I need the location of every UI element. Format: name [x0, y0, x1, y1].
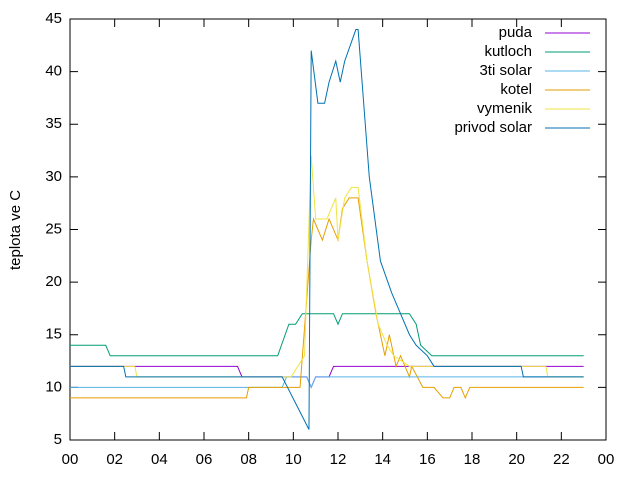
- x-tick-label: 08: [240, 451, 257, 468]
- x-tick-label: 02: [106, 451, 123, 468]
- x-tick-label: 06: [196, 451, 213, 468]
- y-tick-label: 25: [45, 220, 62, 237]
- series-line: [70, 155, 584, 378]
- legend-label: 3ti solar: [479, 62, 532, 79]
- series-line: [70, 29, 584, 430]
- x-tick-label: 10: [285, 451, 302, 468]
- y-tick-label: 45: [45, 10, 62, 27]
- y-tick-label: 35: [45, 115, 62, 132]
- y-tick-label: 40: [45, 63, 62, 80]
- legend-label: privod solar: [454, 119, 532, 136]
- x-tick-label: 20: [508, 451, 525, 468]
- x-tick-label: 22: [553, 451, 570, 468]
- x-tick-label: 00: [598, 451, 615, 468]
- series-line: [70, 197, 584, 400]
- x-tick-label: 16: [419, 451, 436, 468]
- x-tick-label: 18: [464, 451, 481, 468]
- legend-label: vymenik: [477, 100, 533, 117]
- x-tick-label: 00: [62, 451, 79, 468]
- y-tick-label: 20: [45, 273, 62, 290]
- x-tick-label: 04: [151, 451, 168, 468]
- y-tick-label: 5: [54, 431, 62, 448]
- y-tick-label: 15: [45, 326, 62, 343]
- series-line: [70, 313, 584, 357]
- y-axis-label: teplota ve C: [7, 190, 24, 270]
- legend-label: kutloch: [484, 43, 532, 60]
- legend-label: puda: [499, 24, 533, 41]
- y-tick-label: 30: [45, 168, 62, 185]
- x-tick-label: 14: [374, 451, 391, 468]
- y-tick-label: 10: [45, 378, 62, 395]
- x-tick-label: 12: [330, 451, 347, 468]
- series-line: [70, 376, 584, 389]
- legend-label: kotel: [500, 81, 532, 98]
